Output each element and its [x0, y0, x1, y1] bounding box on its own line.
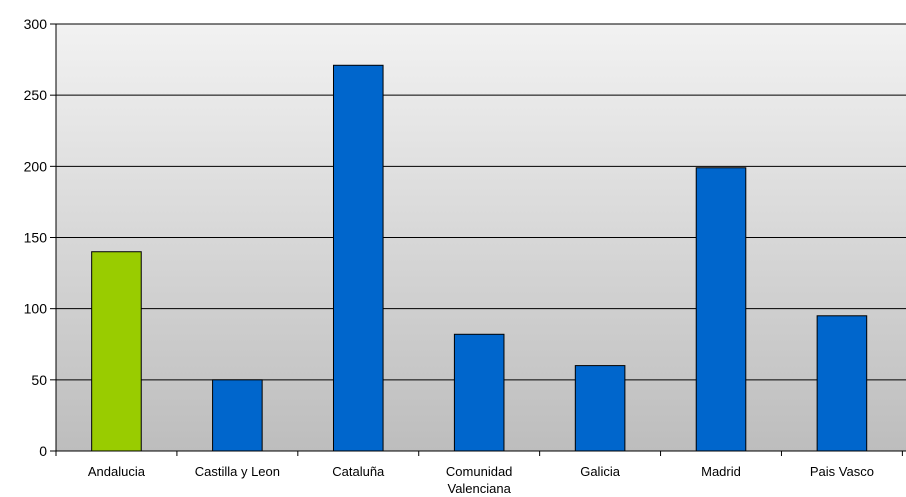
- x-tick-label-line: Pais Vasco: [810, 464, 874, 479]
- bar-pais-vasco: [816, 315, 868, 452]
- y-tick-label: 100: [24, 301, 48, 317]
- x-tick-label: Castilla y Leon: [195, 464, 280, 479]
- bar-comunidad-valenciana: [453, 333, 505, 452]
- bars: [91, 64, 868, 452]
- x-tick-labels: Andalucia Castilla y Leon Cataluña Comunida…: [55, 451, 903, 496]
- x-tick-label: Andalucia: [88, 464, 146, 479]
- x-tick-label-line: Comunidad: [446, 464, 513, 479]
- x-tick-label: Galicia: [580, 464, 621, 479]
- bar-galicia: [574, 365, 626, 452]
- x-tick-label: Cataluña: [332, 464, 385, 479]
- y-tick-label: 300: [24, 16, 48, 32]
- y-tick-label: 50: [31, 372, 47, 388]
- y-tick-label: 150: [24, 230, 48, 246]
- x-tick-label-line: Madrid: [701, 464, 741, 479]
- bar-catalu-a: [332, 64, 384, 452]
- x-tick-label-line: Valenciana: [447, 481, 511, 496]
- x-tick-label-line: Andalucia: [88, 464, 146, 479]
- x-tick-label: Madrid: [701, 464, 741, 479]
- y-tick-label: 250: [24, 87, 48, 103]
- y-tick-labels: 0 50 100 150 200 250 300: [24, 16, 56, 459]
- bar-castilla-y-leon: [212, 379, 263, 452]
- x-tick-label-line: Castilla y Leon: [195, 464, 280, 479]
- x-tick-label: Comunidad Valenciana: [446, 464, 513, 496]
- bar-madrid: [695, 167, 747, 452]
- x-tick-label-line: Galicia: [580, 464, 621, 479]
- y-tick-label: 0: [39, 443, 47, 459]
- x-tick-label: Pais Vasco: [810, 464, 874, 479]
- bar-andalucia: [91, 251, 142, 452]
- gridlines: [56, 23, 906, 381]
- y-tick-label: 200: [24, 158, 48, 174]
- x-tick-label-line: Cataluña: [332, 464, 385, 479]
